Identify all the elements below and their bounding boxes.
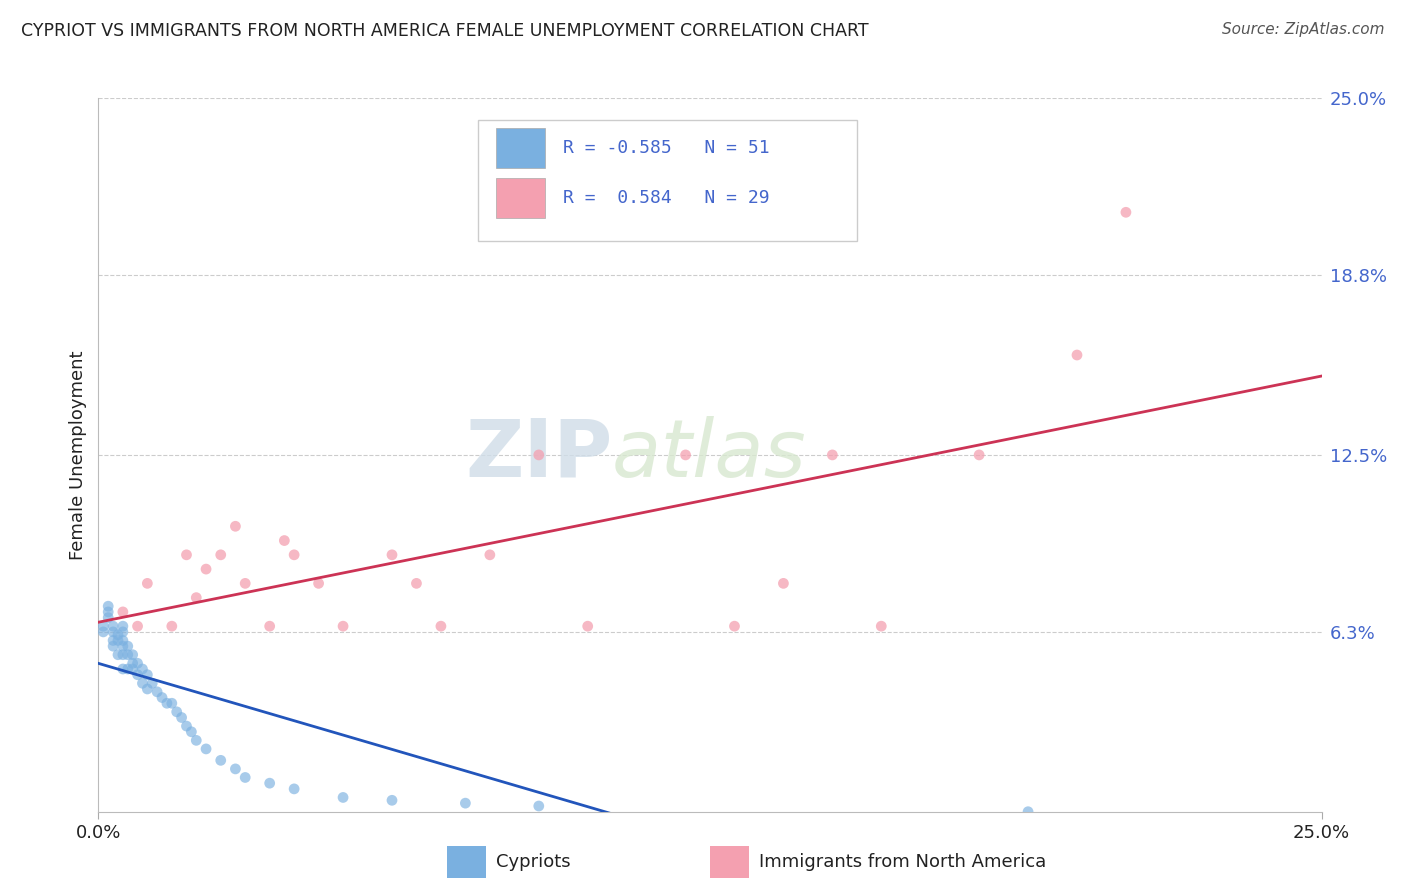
Point <box>195 742 218 756</box>
Point <box>224 762 246 776</box>
Point <box>127 657 149 671</box>
Point <box>1066 348 1088 362</box>
Point <box>821 448 844 462</box>
Point <box>117 639 139 653</box>
Point <box>478 548 501 562</box>
Point <box>176 548 198 562</box>
Text: Cypriots: Cypriots <box>496 853 571 871</box>
Point <box>209 753 232 767</box>
Point <box>136 667 159 681</box>
Point <box>111 639 134 653</box>
Point <box>772 576 794 591</box>
FancyBboxPatch shape <box>478 120 856 241</box>
Point <box>97 610 120 624</box>
Point <box>176 719 198 733</box>
Point <box>308 576 330 591</box>
Point <box>111 648 134 662</box>
Point <box>97 599 120 614</box>
Point <box>107 648 129 662</box>
Point <box>101 633 124 648</box>
Point <box>160 696 183 710</box>
Point <box>156 696 179 710</box>
Point <box>1017 805 1039 819</box>
Text: R = -0.585   N = 51: R = -0.585 N = 51 <box>564 139 770 157</box>
Point <box>332 790 354 805</box>
Point <box>259 619 281 633</box>
Point <box>117 648 139 662</box>
Point <box>170 710 193 724</box>
Point <box>1115 205 1137 219</box>
Point <box>870 619 893 633</box>
Point <box>527 799 550 814</box>
Text: ZIP: ZIP <box>465 416 612 494</box>
Point <box>136 576 159 591</box>
Point <box>430 619 453 633</box>
Point <box>111 662 134 676</box>
Point <box>332 619 354 633</box>
Point <box>195 562 218 576</box>
Text: CYPRIOT VS IMMIGRANTS FROM NORTH AMERICA FEMALE UNEMPLOYMENT CORRELATION CHART: CYPRIOT VS IMMIGRANTS FROM NORTH AMERICA… <box>21 22 869 40</box>
Point <box>111 633 134 648</box>
Point <box>121 648 143 662</box>
Point <box>405 576 427 591</box>
Point <box>111 624 134 639</box>
Text: Source: ZipAtlas.com: Source: ZipAtlas.com <box>1222 22 1385 37</box>
Text: Immigrants from North America: Immigrants from North America <box>759 853 1046 871</box>
Point <box>180 724 202 739</box>
Point <box>127 667 149 681</box>
Text: R =  0.584   N = 29: R = 0.584 N = 29 <box>564 189 770 207</box>
Text: atlas: atlas <box>612 416 807 494</box>
Point <box>381 793 404 807</box>
Point <box>101 619 124 633</box>
Point <box>127 619 149 633</box>
Point <box>111 619 134 633</box>
Point <box>233 771 256 785</box>
Point <box>107 628 129 642</box>
Point <box>117 662 139 676</box>
Point <box>186 591 208 605</box>
Point <box>141 676 163 690</box>
FancyBboxPatch shape <box>496 178 546 218</box>
Point <box>91 624 114 639</box>
Point <box>121 662 143 676</box>
FancyBboxPatch shape <box>710 846 749 878</box>
Point <box>283 548 305 562</box>
Point <box>107 633 129 648</box>
Point <box>101 639 124 653</box>
Point <box>131 676 153 690</box>
Point <box>136 681 159 696</box>
Point <box>381 548 404 562</box>
Point <box>675 448 697 462</box>
Point <box>209 548 232 562</box>
Point <box>97 605 120 619</box>
Point <box>111 605 134 619</box>
Point <box>527 448 550 462</box>
Point <box>91 619 114 633</box>
Point <box>224 519 246 533</box>
Point <box>121 657 143 671</box>
Point <box>160 619 183 633</box>
Point <box>131 662 153 676</box>
Point <box>101 624 124 639</box>
Point <box>723 619 745 633</box>
Point <box>273 533 295 548</box>
Point <box>233 576 256 591</box>
Y-axis label: Female Unemployment: Female Unemployment <box>69 351 87 559</box>
Point <box>283 781 305 796</box>
Point <box>454 796 477 810</box>
Point <box>967 448 990 462</box>
FancyBboxPatch shape <box>447 846 486 878</box>
Point <box>186 733 208 747</box>
Point <box>259 776 281 790</box>
Point <box>150 690 173 705</box>
Point <box>576 619 599 633</box>
Point <box>146 685 169 699</box>
Point <box>166 705 188 719</box>
FancyBboxPatch shape <box>496 128 546 168</box>
